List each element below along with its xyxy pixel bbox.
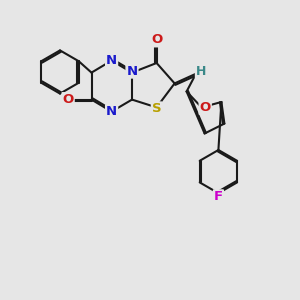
Text: O: O <box>200 101 211 114</box>
Text: O: O <box>62 93 74 106</box>
Text: N: N <box>106 54 117 67</box>
Text: O: O <box>151 33 162 46</box>
Text: S: S <box>152 102 161 116</box>
Text: N: N <box>106 105 117 118</box>
Text: N: N <box>126 64 138 78</box>
Text: H: H <box>196 65 206 78</box>
Text: F: F <box>214 190 223 203</box>
